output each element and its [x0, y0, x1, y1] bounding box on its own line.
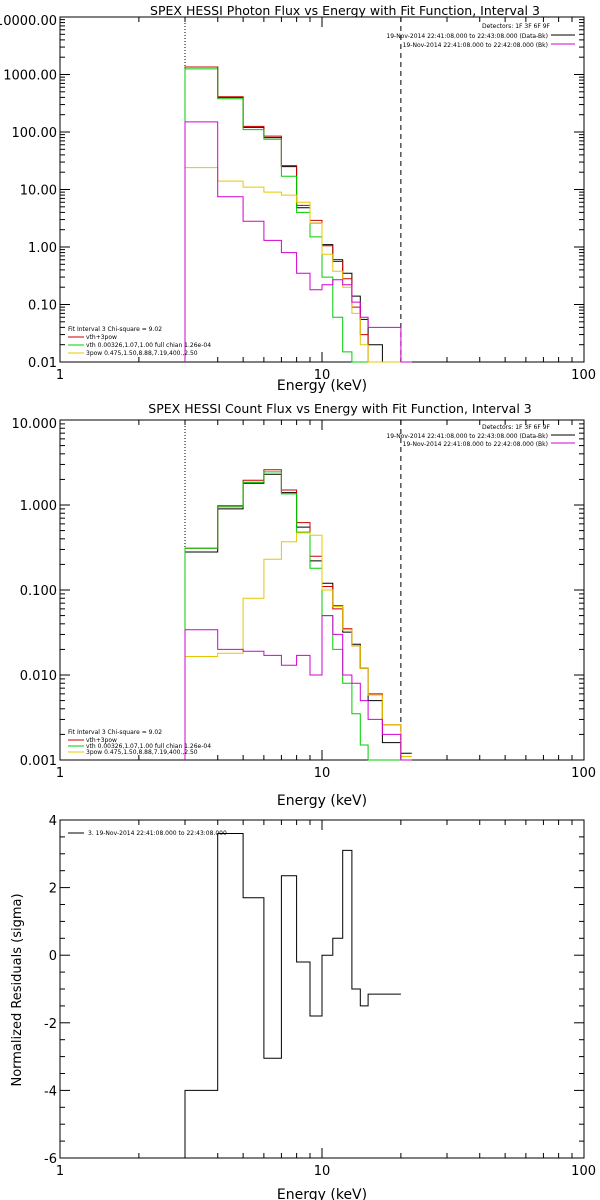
photon-flux-y-tick-label: 1000.00 [3, 69, 57, 84]
residuals-series [184, 833, 401, 1158]
residuals-x-ticks: 1 10 100 [56, 820, 596, 1179]
count-flux-legend-3pow: 3pow 0.475,1.50,8.88,7.19,400.,2.50 [86, 749, 198, 756]
photon-flux-y-ticks: 10000.00 1000.00 100.00 10.00 1.00 0.10 0.01 [0, 14, 584, 371]
residuals-x-tick-label: 1 [56, 1164, 64, 1179]
residuals-legend-label: 3. 19-Nov-2014 22:41:08.000 to 22:43:08.… [88, 830, 227, 837]
residuals-x-tick-label: 10 [314, 1164, 331, 1179]
photon-flux-series-4 [184, 121, 412, 363]
residuals-y-tick-label: -4 [44, 1084, 57, 1099]
photon-flux-y-tick-label: 10000.00 [0, 14, 57, 29]
count-flux-y-tick-label: 0.001 [20, 754, 57, 769]
residuals-y-axis-label: Normalized Residuals (sigma) [10, 893, 25, 1086]
photon-flux-legend-bottom: Fit Interval 3 Chi-square = 9.02 vth+3po… [68, 326, 211, 357]
count-flux-x-ticks: 1 10 100 [56, 420, 596, 781]
photon-flux-legend-bk: 19-Nov-2014 22:41:08.000 to 22:42:08.000… [403, 42, 548, 49]
photon-flux-series-2 [184, 68, 412, 363]
count-flux-x-tick-label: 100 [571, 766, 596, 781]
photon-flux-x-tick-label: 10 [314, 368, 331, 383]
count-flux-legend-vth3pow: vth+3pow [86, 737, 117, 744]
photon-flux-y-tick-label: 10.00 [20, 184, 57, 199]
count-flux-y-tick-label: 0.010 [20, 669, 57, 684]
count-flux-y-tick-label: 10.000 [12, 417, 58, 432]
photon-flux-legend-top: Detectors: 1F 3F 6F 9F 19-Nov-2014 22:41… [386, 23, 575, 49]
count-flux-legend-vth: vth 0.00326,1.07,1.00 full chian 1.26e-0… [86, 743, 211, 750]
photon-flux-series [184, 66, 412, 363]
count-flux-series-2 [184, 471, 412, 761]
count-flux-x-tick-label: 1 [56, 766, 64, 781]
photon-flux-x-tick-label: 1 [56, 368, 64, 383]
count-flux-vlines [184, 420, 402, 760]
photon-flux-legend-3pow: 3pow 0.475,1.50,8.88,7.19,400.,2.50 [86, 350, 198, 357]
residuals-x-tick-label: 100 [571, 1164, 596, 1179]
count-flux-y-tick-label: 1.000 [20, 499, 57, 514]
residuals-y-tick-label: 0 [49, 949, 57, 964]
count-flux-legend-detectors: Detectors: 1F 3F 6F 9F [482, 424, 551, 431]
photon-flux-series-0 [184, 66, 412, 363]
count-flux-y-ticks: 10.000 1.000 0.100 0.010 0.001 [12, 417, 584, 769]
photon-flux-title: SPEX HESSI Photon Flux vs Energy with Fi… [150, 3, 540, 18]
photon-flux-legend-detectors: Detectors: 1F 3F 6F 9F [482, 23, 551, 30]
photon-flux-legend-vth3pow: vth+3pow [86, 334, 117, 341]
residuals-legend: 3. 19-Nov-2014 22:41:08.000 to 22:43:08.… [68, 830, 227, 837]
photon-flux-series-1 [184, 66, 412, 363]
count-flux-legend-bk: 19-Nov-2014 22:41:08.000 to 22:42:08.000… [403, 441, 548, 448]
residuals-y-tick-label: 2 [49, 882, 57, 897]
count-flux-panel: SPEX HESSI Count Flux vs Energy with Fit… [12, 401, 597, 809]
count-flux-x-tick-label: 10 [314, 766, 331, 781]
photon-flux-series-3 [184, 167, 412, 363]
count-flux-legend-bottom: Fit Interval 3 Chi-square = 9.02 vth+3po… [68, 729, 211, 756]
photon-flux-x-tick-label: 100 [571, 368, 596, 383]
residuals-y-ticks: 4 2 0 -2 -4 -6 [44, 814, 584, 1167]
residuals-y-tick-label: 4 [49, 814, 57, 829]
photon-flux-y-tick-label: 1.00 [28, 241, 57, 256]
count-flux-series-4 [184, 615, 412, 761]
photon-flux-legend-vth: vth 0.00326,1.07,1.00 full chian 1.26e-0… [86, 342, 211, 349]
count-flux-fit-interval: Fit Interval 3 Chi-square = 9.02 [68, 729, 162, 736]
count-flux-series-1 [184, 469, 412, 760]
photon-flux-panel: SPEX HESSI Photon Flux vs Energy with Fi… [0, 3, 596, 394]
residuals-panel: 4 2 0 -2 -4 -6 1 10 100 Energy (keV) Normalized… [10, 814, 596, 1200]
photon-flux-x-axis-label: Energy (keV) [277, 378, 367, 394]
residuals-x-axis-label: Energy (keV) [277, 1187, 367, 1200]
count-flux-legend-data-bk: 19-Nov-2014 22:41:08.000 to 22:43:08.000… [386, 433, 548, 440]
photon-flux-x-ticks: 1 10 100 [56, 17, 596, 383]
count-flux-y-tick-label: 0.100 [20, 584, 57, 599]
photon-flux-y-tick-label: 100.00 [12, 126, 58, 141]
photon-flux-plot-frame [59, 16, 585, 363]
count-flux-x-axis-label: Energy (keV) [277, 793, 367, 809]
count-flux-legend-top: Detectors: 1F 3F 6F 9F 19-Nov-2014 22:41… [386, 424, 575, 448]
photon-flux-fit-interval: Fit Interval 3 Chi-square = 9.02 [68, 326, 162, 333]
residuals-y-tick-label: -2 [44, 1017, 57, 1032]
count-flux-series-0 [184, 473, 412, 760]
count-flux-series-3 [184, 532, 412, 760]
photon-flux-y-tick-label: 0.10 [28, 299, 57, 314]
residuals-y-tick-label: -6 [44, 1152, 57, 1167]
photon-flux-legend-data-bk: 19-Nov-2014 22:41:08.000 to 22:43:08.000… [386, 33, 548, 40]
count-flux-title: SPEX HESSI Count Flux vs Energy with Fit… [148, 401, 531, 416]
residuals-series-0 [184, 833, 401, 1158]
count-flux-series [184, 469, 412, 761]
photon-flux-y-tick-label: 0.01 [28, 356, 57, 371]
